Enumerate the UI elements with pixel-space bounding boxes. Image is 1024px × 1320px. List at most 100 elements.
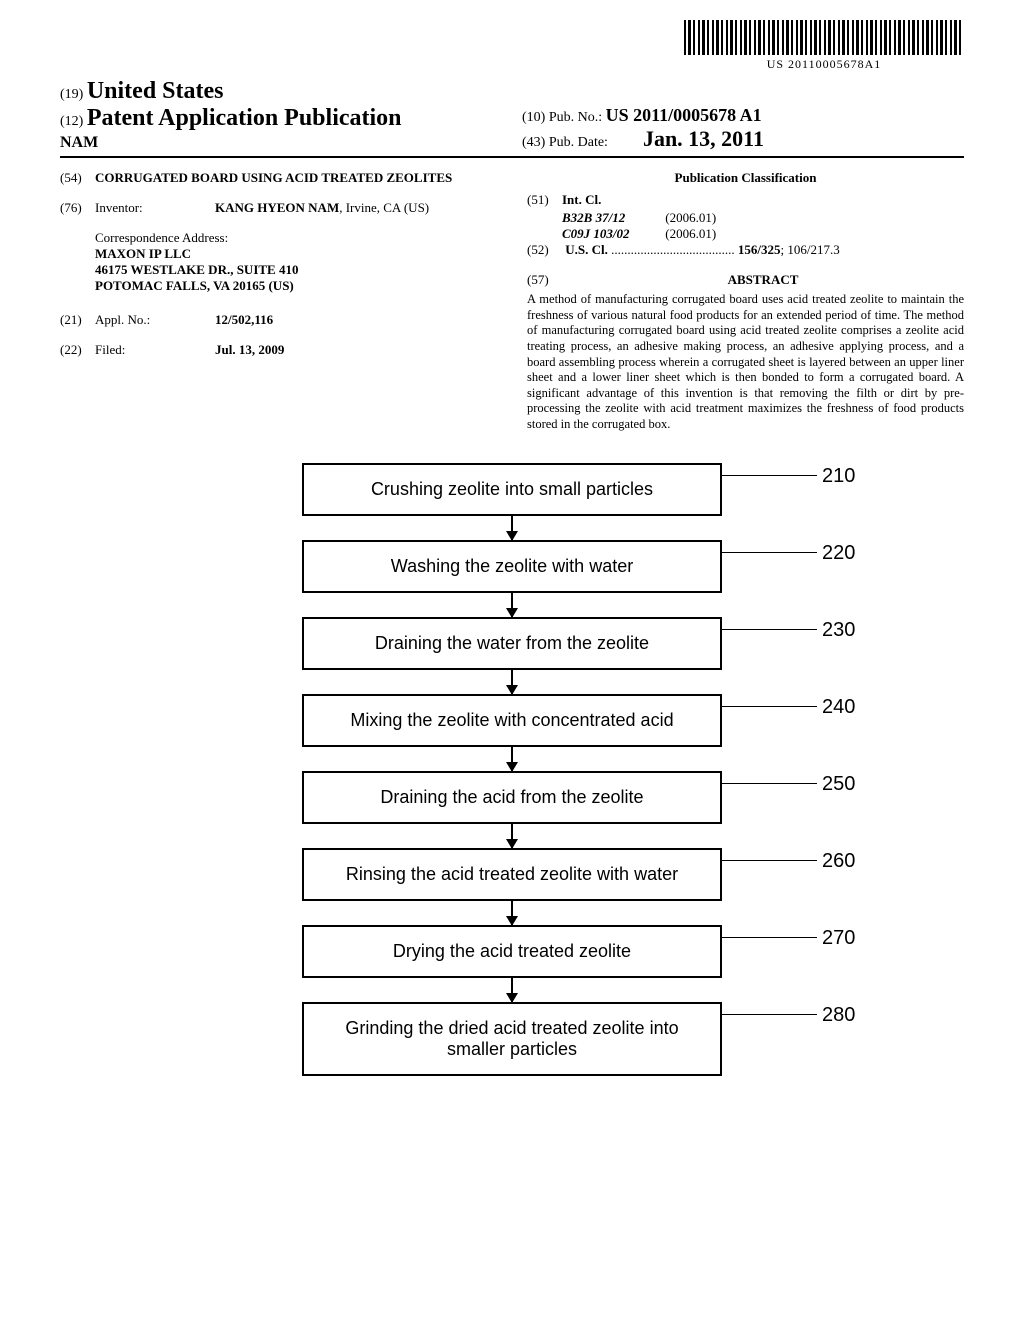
flow-leader-line xyxy=(722,860,817,862)
filed-code: (22) xyxy=(60,342,95,358)
flow-step-box: Grinding the dried acid treated zeolite … xyxy=(302,1002,722,1076)
flow-step-row: Mixing the zeolite with concentrated aci… xyxy=(60,694,964,747)
classification-heading: Publication Classification xyxy=(527,170,964,186)
int-cl-1: B32B 37/12 (2006.01) xyxy=(562,210,964,226)
flow-step-label: 280 xyxy=(822,1004,864,1027)
flow-step-box: Mixing the zeolite with concentrated aci… xyxy=(302,694,722,747)
flow-step-label: 210 xyxy=(822,465,864,488)
pub-date-code: (43) xyxy=(522,135,545,150)
flow-leader-line xyxy=(722,552,817,554)
int-cl-2-year: (2006.01) xyxy=(665,226,716,242)
int-cl-label: Int. Cl. xyxy=(562,192,601,208)
flow-step-row: Draining the water from the zeolite 230 xyxy=(60,617,964,670)
filed-row: (22) Filed: Jul. 13, 2009 xyxy=(60,342,497,358)
barcode-section: US 20110005678A1 xyxy=(60,20,964,73)
int-cl-code: (51) xyxy=(527,192,562,208)
int-cl-1-year: (2006.01) xyxy=(665,210,716,226)
left-column: (54) CORRUGATED BOARD USING ACID TREATED… xyxy=(60,170,497,433)
inventor-row: (76) Inventor: KANG HYEON NAM, Irvine, C… xyxy=(60,200,497,216)
country-line: (19) United States xyxy=(60,78,502,105)
flow-arrow-icon xyxy=(511,593,513,617)
flow-step-row: Rinsing the acid treated zeolite with wa… xyxy=(60,848,964,901)
int-cl-2-code: C09J 103/02 xyxy=(562,226,662,242)
doc-type: Patent Application Publication xyxy=(87,105,402,131)
flow-step-label: 240 xyxy=(822,696,864,719)
correspondence-block: Correspondence Address: MAXON IP LLC 461… xyxy=(95,230,497,294)
barcode: US 20110005678A1 xyxy=(684,20,964,72)
flow-step-box: Draining the water from the zeolite xyxy=(302,617,722,670)
flow-leader-line xyxy=(722,937,817,939)
flow-arrow-icon xyxy=(511,824,513,848)
inventor-code: (76) xyxy=(60,200,95,216)
flow-step-row: Washing the zeolite with water 220 xyxy=(60,540,964,593)
abstract-heading: ABSTRACT xyxy=(562,272,964,288)
flowchart: Crushing zeolite into small particles 210… xyxy=(60,463,964,1076)
doc-type-code: (12) xyxy=(60,114,83,129)
abstract-code: (57) xyxy=(527,272,562,288)
flow-step-box: Washing the zeolite with water xyxy=(302,540,722,593)
flow-step-box: Draining the acid from the zeolite xyxy=(302,771,722,824)
barcode-stripes xyxy=(684,20,964,55)
flow-arrow-icon xyxy=(511,747,513,771)
right-column: Publication Classification (51) Int. Cl.… xyxy=(527,170,964,433)
correspondence-name: MAXON IP LLC xyxy=(95,246,497,262)
us-cl-label: U.S. Cl. xyxy=(565,242,608,257)
appl-code: (21) xyxy=(60,312,95,328)
flow-arrow-icon xyxy=(511,901,513,925)
int-cl-1-code: B32B 37/12 xyxy=(562,210,662,226)
flow-step-row: Grinding the dried acid treated zeolite … xyxy=(60,1002,964,1076)
pub-no-row: (10) Pub. No.: US 2011/0005678 A1 xyxy=(522,105,964,126)
inventor-location: , Irvine, CA (US) xyxy=(339,200,429,215)
us-cl-code: (52) xyxy=(527,242,562,258)
flow-leader-line xyxy=(722,629,817,631)
pub-date-row: (43) Pub. Date: Jan. 13, 2011 xyxy=(522,126,964,152)
inventor-value: KANG HYEON NAM, Irvine, CA (US) xyxy=(215,200,497,216)
flow-step-label: 250 xyxy=(822,773,864,796)
flow-step-row: Crushing zeolite into small particles 210 xyxy=(60,463,964,516)
applicant-name: NAM xyxy=(60,134,502,152)
flow-leader-line xyxy=(722,706,817,708)
pub-no-label: Pub. No.: xyxy=(549,110,602,125)
int-cl-2: C09J 103/02 (2006.01) xyxy=(562,226,964,242)
pub-date-label: Pub. Date: xyxy=(549,135,608,150)
invention-title: CORRUGATED BOARD USING ACID TREATED ZEOL… xyxy=(95,170,497,186)
filed-date: Jul. 13, 2009 xyxy=(215,342,497,358)
header-left: (19) United States (12) Patent Applicati… xyxy=(60,78,502,152)
flow-arrow-icon xyxy=(511,978,513,1002)
int-cl-row: (51) Int. Cl. xyxy=(527,192,964,208)
filed-label: Filed: xyxy=(95,342,215,358)
doc-type-line: (12) Patent Application Publication xyxy=(60,105,502,132)
pub-no-code: (10) xyxy=(522,110,545,125)
correspondence-label: Correspondence Address: xyxy=(95,230,497,246)
us-cl-row: (52) U.S. Cl. ..........................… xyxy=(527,242,964,258)
appl-no: 12/502,116 xyxy=(215,312,497,328)
pub-date: Jan. 13, 2011 xyxy=(643,126,764,151)
flow-leader-line xyxy=(722,1014,817,1016)
pub-no: US 2011/0005678 A1 xyxy=(606,105,762,125)
appl-row: (21) Appl. No.: 12/502,116 xyxy=(60,312,497,328)
title-row: (54) CORRUGATED BOARD USING ACID TREATED… xyxy=(60,170,497,186)
flow-step-row: Draining the acid from the zeolite 250 xyxy=(60,771,964,824)
flow-step-label: 230 xyxy=(822,619,864,642)
flow-arrow-icon xyxy=(511,670,513,694)
us-cl-dots: ...................................... xyxy=(611,242,738,257)
us-cl-primary: 156/325 xyxy=(738,242,781,257)
flow-leader-line xyxy=(722,475,817,477)
header-right: (10) Pub. No.: US 2011/0005678 A1 (43) P… xyxy=(502,105,964,152)
content-row: (54) CORRUGATED BOARD USING ACID TREATED… xyxy=(60,170,964,433)
flow-step-label: 220 xyxy=(822,542,864,565)
correspondence-addr2: POTOMAC FALLS, VA 20165 (US) xyxy=(95,278,497,294)
flow-leader-line xyxy=(722,783,817,785)
flow-step-box: Rinsing the acid treated zeolite with wa… xyxy=(302,848,722,901)
abstract-header-row: (57) ABSTRACT xyxy=(527,264,964,292)
flow-step-box: Crushing zeolite into small particles xyxy=(302,463,722,516)
appl-label: Appl. No.: xyxy=(95,312,215,328)
flow-step-label: 270 xyxy=(822,927,864,950)
country-name: United States xyxy=(87,78,224,104)
flow-step-box: Drying the acid treated zeolite xyxy=(302,925,722,978)
abstract-text: A method of manufacturing corrugated boa… xyxy=(527,292,964,433)
barcode-text: US 20110005678A1 xyxy=(684,57,964,72)
inventor-name: KANG HYEON NAM xyxy=(215,200,339,215)
inventor-label: Inventor: xyxy=(95,200,215,216)
us-cl-secondary: ; 106/217.3 xyxy=(781,242,840,257)
